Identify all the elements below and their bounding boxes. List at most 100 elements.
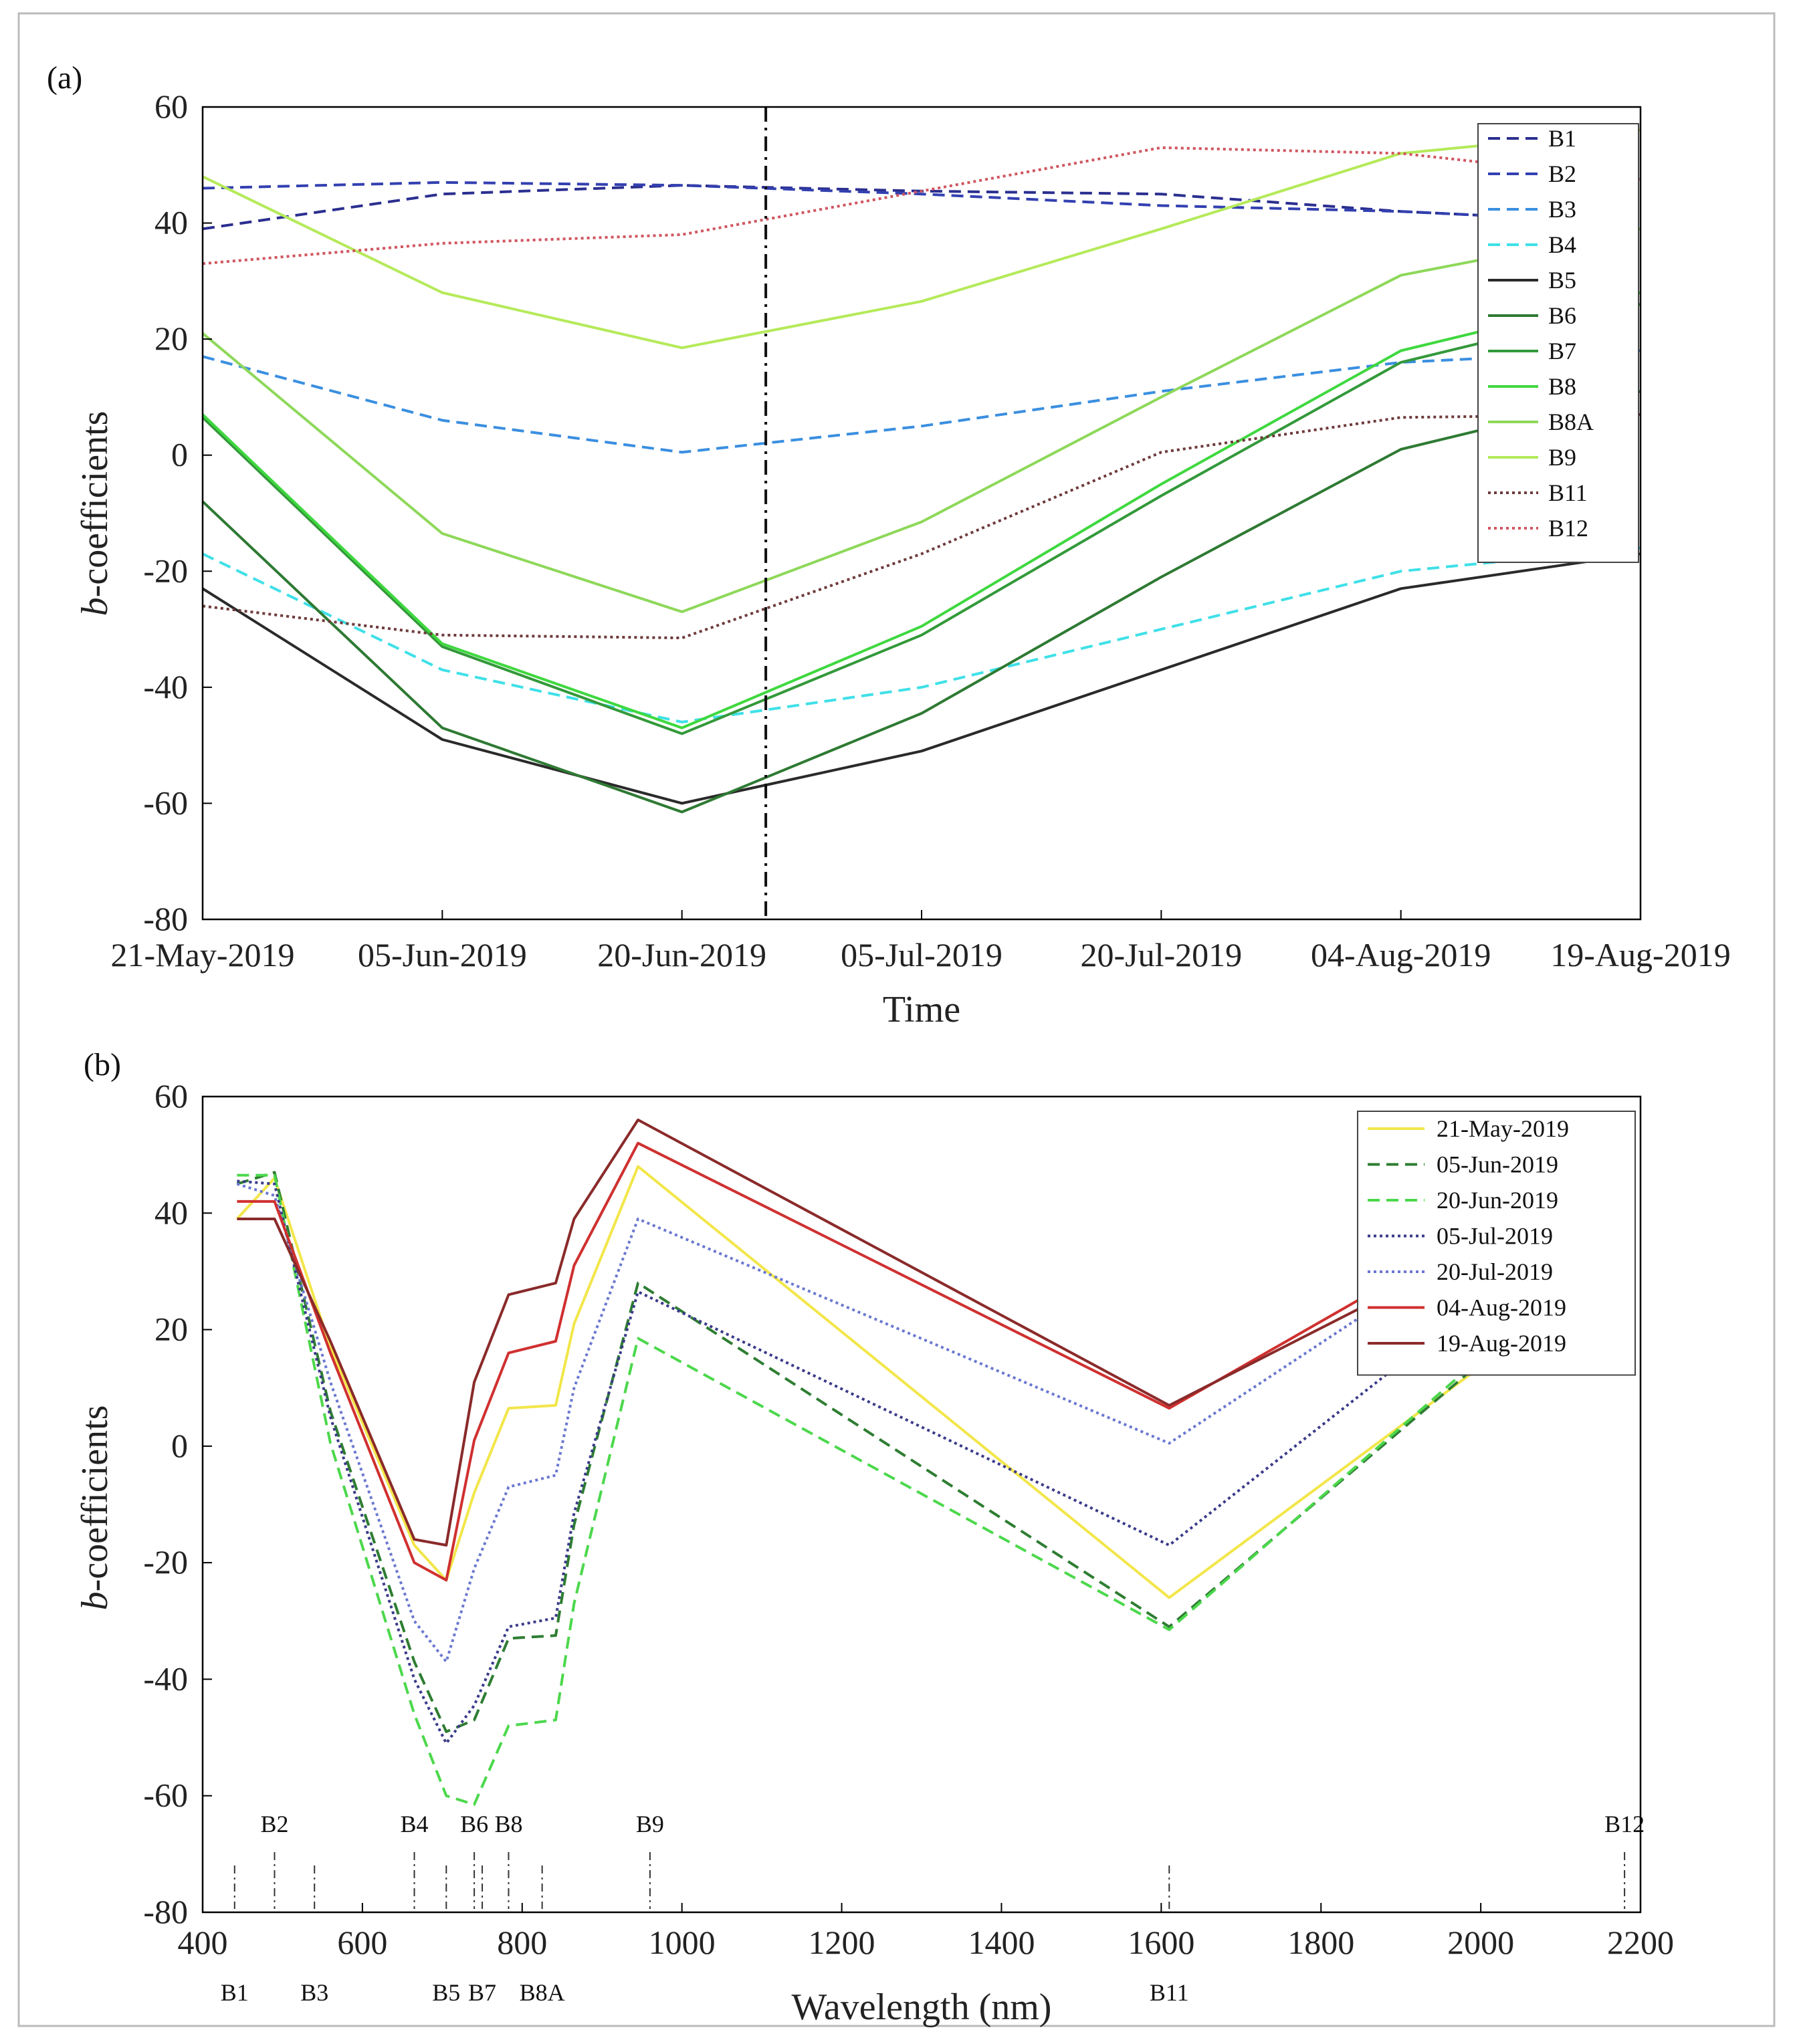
panel-a: (a) 60 40 20 0 -20 -40 -60 -80 21-May-2019 05-Ju…	[47, 60, 1731, 1030]
panel-a-legend-label-b6: B6	[1548, 302, 1576, 329]
panel-b-plot-frame	[201, 1095, 1642, 1914]
panel-b-x-tick-label: 1600	[1128, 1924, 1194, 1961]
panel-b-band-label-b9: B9	[636, 1811, 664, 1837]
panel-a-y-tick-label: 20	[154, 320, 188, 357]
panel-b-band-label-b1: B1	[221, 1979, 249, 2006]
panel-a-y-tick-label: -40	[143, 668, 188, 705]
panel-a-y-tick-label: -80	[143, 900, 188, 937]
panel-b-band-label-b8: B8	[494, 1811, 522, 1837]
panel-a-x-tick-label: 20-Jun-2019	[597, 936, 766, 974]
panel-b-legend-label-04-aug-2019: 04-Aug-2019	[1437, 1294, 1566, 1321]
panel-b-band-markers: B2 B4 B6 B8 B9 B12 B1 B3 B5 B7 B8A B11	[221, 1811, 1645, 2006]
panel-a-series-b8	[201, 291, 1641, 729]
panel-b-band-label-b2: B2	[260, 1811, 288, 1837]
panel-b-legend: 21-May-2019 05-Jun-2019 20-Jun-2019 05-Jul-…	[1357, 1111, 1636, 1376]
panel-a-x-axis-title: Time	[883, 989, 960, 1030]
panel-b-legend-label-20-jun-2019: 20-Jun-2019	[1437, 1187, 1558, 1214]
panel-b-legend-label-19-aug-2019: 19-Aug-2019	[1437, 1330, 1566, 1357]
panel-b-band-label-b11: B11	[1150, 1979, 1189, 2006]
panel-b-y-tick-label: -60	[143, 1777, 188, 1814]
panel-a-legend-label-b3: B3	[1548, 196, 1576, 223]
panel-b-series-05-jun-2019	[236, 1171, 1634, 1733]
panel-b-x-tick-label: 2000	[1447, 1924, 1514, 1961]
panel-b-y-tick-label: 40	[154, 1194, 188, 1231]
panel-b-x-ticks: 400 600 800 1000 1200 1400 1600 1800 2000 2200	[178, 1903, 1674, 1961]
panel-b-series-04-aug-2019	[237, 1141, 1634, 1582]
panel-b-legend-label-05-jun-2019: 05-Jun-2019	[1437, 1151, 1558, 1178]
panel-b-x-tick-label: 1400	[968, 1924, 1035, 1961]
panel-b-x-tick-label: 2200	[1607, 1924, 1674, 1961]
panel-b-label: (b)	[84, 1047, 121, 1083]
panel-a-y-ticks: 60 40 20 0 -20 -40 -60 -80	[143, 88, 212, 937]
panel-a-series-b4	[202, 546, 1641, 723]
panel-b-series	[235, 1118, 1634, 1806]
panel-b-x-tick-label: 800	[497, 1924, 547, 1961]
panel-b-legend-label-05-jul-2019: 05-Jul-2019	[1437, 1223, 1553, 1250]
panel-b-y-ticks: 60 40 20 0 -20 -40 -60 -80	[143, 1077, 212, 1930]
panel-a-x-ticks: 21-May-2019 05-Jun-2019 20-Jun-2019 05-Jul-…	[111, 910, 1731, 974]
panel-b-x-tick-label: 1000	[649, 1924, 716, 1961]
panel-a-series-b8a	[201, 227, 1641, 613]
panel-a-y-tick-label: 60	[154, 88, 188, 125]
panel-b-band-label-b3: B3	[300, 1979, 328, 2006]
panel-a-y-tick-label: -60	[143, 784, 188, 821]
panel-a-legend-label-b5: B5	[1548, 267, 1576, 294]
panel-a-series-b3	[202, 349, 1641, 454]
panel-b-y-tick-label: -40	[143, 1660, 188, 1697]
panel-a-x-tick-label: 05-Jun-2019	[358, 936, 527, 974]
panel-a-legend-label-b8: B8	[1548, 373, 1576, 400]
panel-a-label: (a)	[47, 60, 82, 96]
panel-a-series-b12	[202, 146, 1641, 265]
panel-a-legend-label-b9: B9	[1548, 444, 1576, 471]
panel-b-band-label-b12: B12	[1604, 1811, 1645, 1837]
panel-a-y-axis-title-italic: b	[74, 597, 116, 616]
panel-b-band-label-b5: B5	[432, 1979, 460, 2006]
panel-b-legend-box	[1357, 1111, 1636, 1376]
panel-a-series-b11	[202, 413, 1641, 640]
panel-b-series-20-jul-2019	[236, 1136, 1634, 1664]
panel-b-band-label-b4: B4	[401, 1811, 429, 1837]
panel-b-y-tick-label: -20	[143, 1543, 188, 1581]
panel-b-band-label-b7: B7	[468, 1979, 496, 2006]
panel-b-x-tick-label: 1200	[809, 1924, 875, 1961]
panel-a-x-tick-label: 05-Jul-2019	[841, 936, 1003, 974]
panel-b-y-tick-label: 20	[154, 1311, 188, 1348]
panel-b-y-axis-title: b-coefficients	[74, 1405, 116, 1611]
panel-a-series-b7	[201, 303, 1641, 735]
panel-a-legend: B1 B2 B3 B4 B5 B6 B7 B8 B8A B9 B11 B12	[1477, 123, 1639, 563]
panel-b-x-tick-label: 600	[337, 1924, 387, 1961]
panel-a-y-tick-label: -20	[143, 552, 188, 589]
panel-b-series-20-jun-2019	[237, 1173, 1634, 1806]
panel-a-legend-label-b7: B7	[1548, 338, 1576, 364]
panel-a-x-tick-label: 19-Aug-2019	[1550, 936, 1730, 974]
panel-a-y-tick-label: 0	[171, 436, 188, 473]
panel-b-series-19-aug-2019	[237, 1118, 1634, 1547]
panel-a-x-tick-label: 20-Jul-2019	[1081, 936, 1243, 974]
panel-b: (b) B2 B4 B6 B8 B9 B12 B1 B3 B5 B7 B8A B11 60 40 20 0 -…	[74, 1047, 1674, 2028]
panel-b-y-axis-title-rest: -coefficients	[74, 1405, 116, 1592]
panel-b-legend-label-21-may-2019: 21-May-2019	[1437, 1115, 1569, 1142]
panel-a-x-tick-label: 21-May-2019	[111, 936, 295, 974]
panel-a-legend-label-b11: B11	[1548, 479, 1588, 506]
panel-b-y-tick-label: -80	[143, 1893, 188, 1930]
panel-a-legend-label-b12: B12	[1548, 515, 1588, 542]
panel-a-legend-label-b2: B2	[1548, 160, 1576, 187]
panel-a-y-tick-label: 40	[154, 204, 188, 241]
panel-a-legend-label-b4: B4	[1548, 231, 1576, 258]
panel-a-legend-label-b1: B1	[1548, 125, 1576, 152]
panel-b-y-axis-title-italic: b	[74, 1591, 116, 1610]
panel-a-series-b6	[201, 390, 1641, 814]
panel-b-series-05-jul-2019	[237, 1179, 1634, 1745]
panel-a-series	[201, 128, 1641, 814]
panel-b-band-label-b6: B6	[460, 1811, 488, 1837]
panel-b-x-tick-label: 1800	[1287, 1924, 1354, 1961]
panel-b-legend-label-20-jul-2019: 20-Jul-2019	[1437, 1258, 1553, 1285]
panel-b-x-axis-title: Wavelength (nm)	[792, 1986, 1052, 2028]
figure-border	[17, 12, 1776, 2027]
panel-b-y-tick-label: 60	[154, 1077, 188, 1115]
panel-a-series-b9	[202, 128, 1641, 350]
panel-b-y-tick-label: 0	[171, 1427, 188, 1464]
panel-a-legend-label-b8a: B8A	[1548, 409, 1594, 435]
panel-a-series-b2	[202, 181, 1641, 225]
